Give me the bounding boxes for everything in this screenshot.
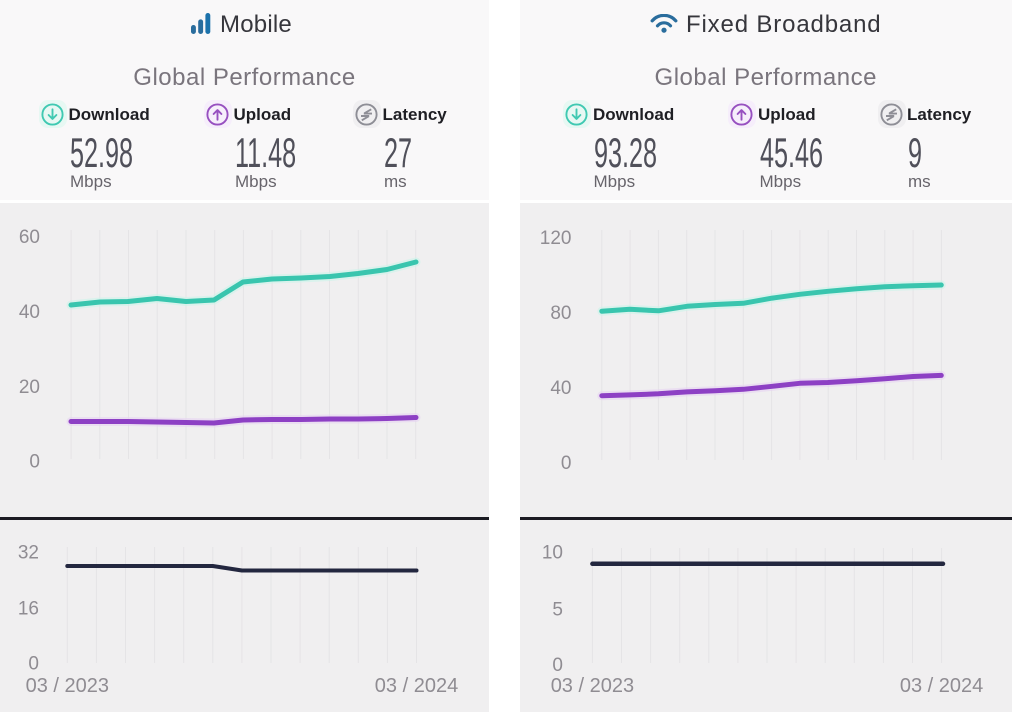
svg-text:03 / 2023: 03 / 2023 <box>550 675 633 697</box>
svg-text:40: 40 <box>550 378 571 399</box>
svg-text:0: 0 <box>552 655 563 676</box>
svg-text:120: 120 <box>539 228 571 249</box>
svg-text:0: 0 <box>28 654 39 675</box>
svg-text:80: 80 <box>550 303 571 324</box>
svg-text:16: 16 <box>18 599 39 620</box>
svg-text:0: 0 <box>29 452 40 473</box>
svg-text:40: 40 <box>19 302 40 323</box>
svg-text:03 / 2023: 03 / 2023 <box>26 675 109 697</box>
svg-text:03 / 2024: 03 / 2024 <box>899 675 982 697</box>
svg-text:0: 0 <box>560 453 571 474</box>
svg-text:10: 10 <box>541 543 562 564</box>
svg-text:32: 32 <box>18 543 39 564</box>
svg-text:60: 60 <box>19 227 40 248</box>
svg-text:5: 5 <box>552 600 563 621</box>
svg-text:20: 20 <box>19 377 40 398</box>
svg-text:03 / 2024: 03 / 2024 <box>375 675 458 697</box>
